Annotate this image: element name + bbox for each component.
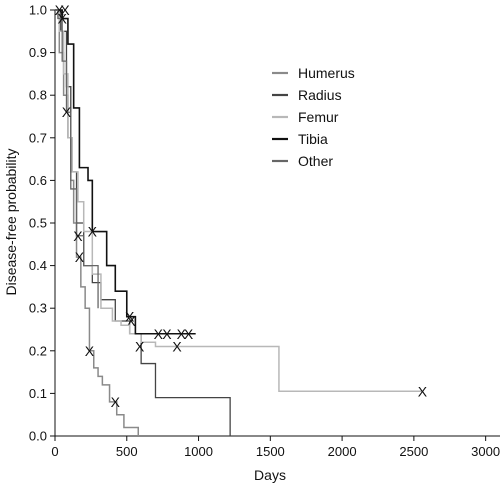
- y-tick-label: 1.0: [29, 3, 47, 18]
- y-tick-label: 0.1: [29, 386, 47, 401]
- series-line-radius: [55, 9, 231, 436]
- legend-label-femur: Femur: [298, 109, 339, 125]
- censor-mark: X: [162, 326, 172, 342]
- x-tick-label: 1500: [256, 444, 285, 459]
- censor-mark: X: [88, 224, 98, 240]
- censor-mark: X: [73, 228, 83, 244]
- censor-mark: X: [85, 343, 95, 359]
- censor-mark: X: [135, 339, 145, 355]
- legend-label-radius: Radius: [298, 87, 342, 103]
- x-tick-label: 500: [116, 444, 138, 459]
- y-tick-label: 0.6: [29, 173, 47, 188]
- x-tick-label: 2000: [328, 444, 357, 459]
- censor-mark: X: [125, 309, 135, 325]
- y-tick-label: 0.2: [29, 343, 47, 358]
- series-line-tibia: [55, 9, 196, 335]
- y-tick-label: 0.4: [29, 258, 47, 273]
- series-line-femur: [55, 9, 423, 393]
- legend-label-humerus: Humerus: [298, 65, 355, 81]
- y-tick-label: 0.5: [29, 216, 47, 231]
- censor-mark: X: [75, 249, 85, 265]
- censor-mark: X: [154, 326, 164, 342]
- y-tick-label: 0.3: [29, 301, 47, 316]
- x-tick-label: 0: [51, 444, 58, 459]
- censor-mark: X: [126, 313, 136, 329]
- x-tick-label: 1000: [184, 444, 213, 459]
- y-tick-label: 0.9: [29, 45, 47, 60]
- censor-mark: X: [62, 104, 72, 120]
- censor-mark: X: [177, 326, 187, 342]
- censor-mark: X: [55, 2, 65, 18]
- censor-mark: X: [60, 2, 70, 18]
- series-line-other: [55, 9, 99, 309]
- legend-label-other: Other: [298, 153, 333, 169]
- censor-mark: X: [58, 11, 68, 27]
- legend-label-tibia: Tibia: [298, 131, 328, 147]
- axes: 0 500 1000 1500 2000 2500 3000 0.0 0.1 0.2 0.3 0.4 0…: [29, 3, 500, 459]
- x-tick-label: 2500: [399, 444, 428, 459]
- x-axis-label: Days: [254, 467, 286, 483]
- censor-mark: X: [418, 383, 428, 399]
- x-tick-label: 3000: [471, 444, 500, 459]
- censor-mark: X: [172, 339, 182, 355]
- legend: Humerus Radius Femur Tibia Other: [272, 65, 355, 169]
- y-tick-label: 0.0: [29, 429, 47, 444]
- y-axis-label: Disease-free probability: [3, 148, 19, 295]
- censor-mark: X: [184, 326, 194, 342]
- y-tick-label: 0.8: [29, 88, 47, 103]
- y-tick-label: 0.7: [29, 130, 47, 145]
- censor-mark: X: [111, 394, 121, 410]
